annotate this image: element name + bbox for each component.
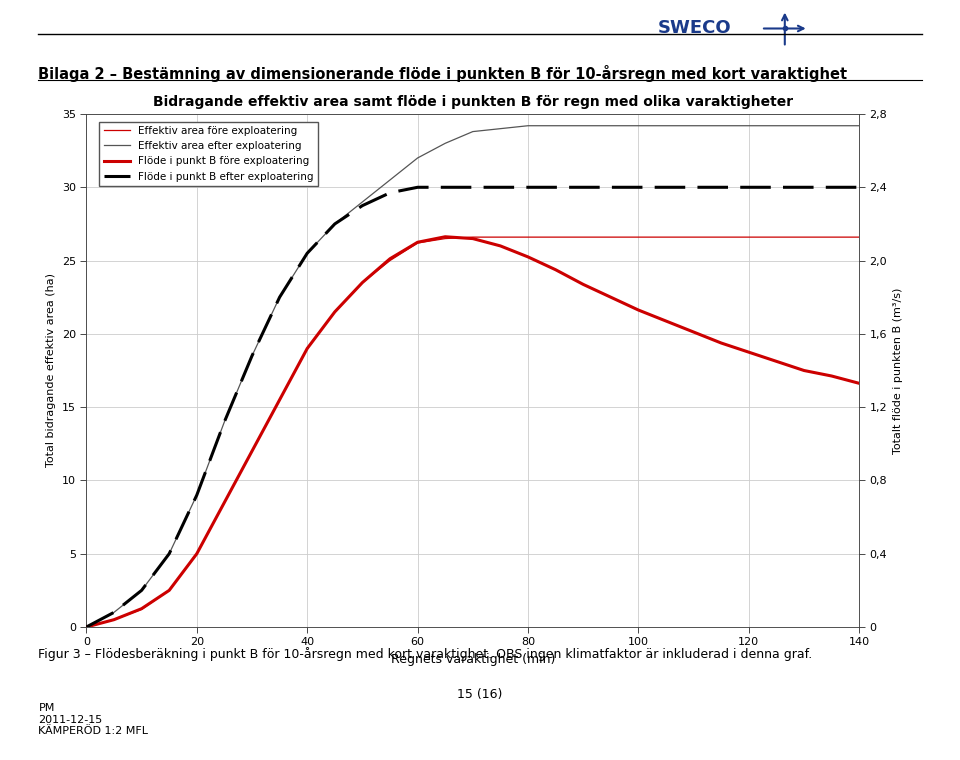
Title: Bidragande effektiv area samt flöde i punkten B för regn med olika varaktigheter: Bidragande effektiv area samt flöde i pu… xyxy=(153,95,793,109)
Text: PM
2011-12-15
KÄMPERÖD 1:2 MFL: PM 2011-12-15 KÄMPERÖD 1:2 MFL xyxy=(38,703,149,736)
Y-axis label: Totalt flöde i punkten B (m³/s): Totalt flöde i punkten B (m³/s) xyxy=(893,287,903,454)
Legend: Effektiv area före exploatering, Effektiv area efter exploatering, Flöde i punkt: Effektiv area före exploatering, Effekti… xyxy=(99,122,318,185)
Text: Figur 3 – Flödesberäkning i punkt B för 10-årsregn med kort varaktighet. OBS ing: Figur 3 – Flödesberäkning i punkt B för … xyxy=(38,648,813,661)
X-axis label: Regnets varaktighet (min): Regnets varaktighet (min) xyxy=(391,653,555,666)
Text: 15 (16): 15 (16) xyxy=(457,688,503,701)
Text: SWECO: SWECO xyxy=(658,19,732,37)
Text: Bilaga 2 – Bestämning av dimensionerande flöde i punkten B för 10-årsregn med ko: Bilaga 2 – Bestämning av dimensionerande… xyxy=(38,65,848,81)
Y-axis label: Total bidragande effektiv area (ha): Total bidragande effektiv area (ha) xyxy=(46,274,57,467)
